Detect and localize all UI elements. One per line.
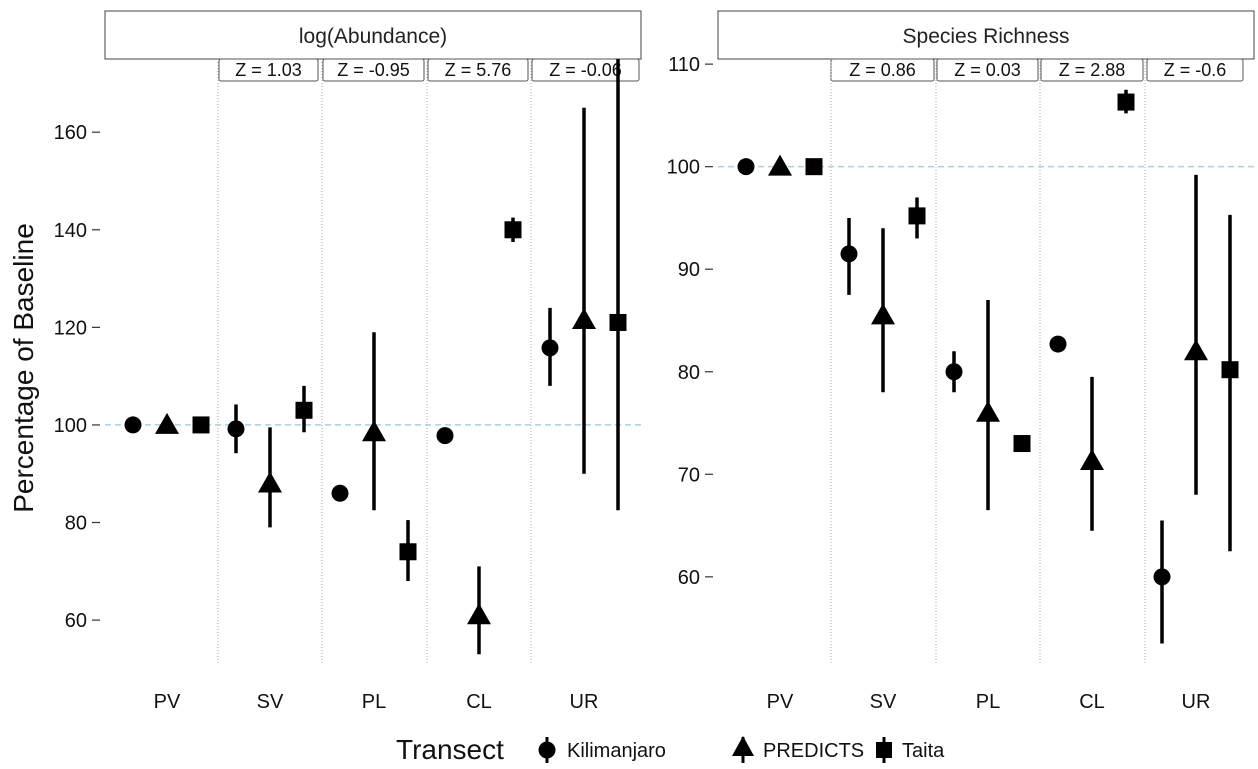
- data-point-kilimanjaro: [436, 427, 454, 445]
- panel-log-abundance: log(Abundance) Z = 1.03 Z = -0.95 Z = 5.…: [54, 10, 642, 713]
- data-point-taita: [399, 543, 417, 561]
- data-point-taita: [1013, 435, 1031, 453]
- data-point-taita: [1117, 93, 1135, 111]
- legend-key-kilimanjaro: [538, 737, 556, 763]
- y-tick-label: 90: [678, 259, 700, 281]
- data-point-kilimanjaro: [840, 245, 858, 263]
- data-point-taita: [192, 416, 210, 434]
- data-point-predicts: [155, 412, 179, 434]
- data-point-taita: [295, 401, 313, 419]
- x-tick-label: PL: [976, 691, 1000, 713]
- x-tick-label: CL: [1079, 691, 1105, 713]
- z-label: Z = 1.03: [235, 60, 302, 80]
- y-tick-label: 60: [678, 567, 700, 589]
- x-tick-label: PL: [362, 691, 386, 713]
- x-tick-label: UR: [1182, 691, 1211, 713]
- data-point-taita: [1221, 361, 1239, 379]
- data-point-kilimanjaro: [1153, 568, 1171, 586]
- y-tick-label: 70: [678, 464, 700, 486]
- legend-key-taita: [876, 737, 892, 763]
- panel-title: Species Richness: [903, 25, 1070, 48]
- data-point-kilimanjaro: [227, 420, 245, 438]
- y-tick-label: 100: [667, 157, 700, 179]
- z-label: Z = 0.03: [954, 60, 1021, 80]
- panel-strip: [104, 10, 642, 60]
- y-tick-label: 160: [54, 122, 87, 144]
- x-tick-label: UR: [570, 691, 599, 713]
- y-tick-label: 120: [54, 317, 87, 339]
- z-label: Z = 0.86: [849, 60, 916, 80]
- data-point-kilimanjaro: [737, 158, 755, 176]
- x-tick-label: PV: [767, 691, 794, 713]
- panel-title: log(Abundance): [299, 25, 447, 48]
- z-label: Z = -0.06: [549, 60, 622, 80]
- legend-title: Transect: [396, 734, 504, 765]
- z-label: Z = -0.95: [337, 60, 410, 80]
- data-point-predicts: [258, 471, 282, 493]
- data-point-kilimanjaro: [1049, 335, 1067, 353]
- y-axis-label: Percentage of Baseline: [8, 223, 39, 513]
- y-tick-label: 140: [54, 220, 87, 242]
- legend-label-kilimanjaro: Kilimanjaro: [567, 740, 666, 762]
- z-label-box: Z = 1.03: [218, 58, 319, 82]
- panel-species-richness: Species Richness Z = 0.86 Z = 0.03 Z = 2…: [667, 10, 1255, 713]
- data-point-predicts: [1080, 448, 1104, 470]
- z-label-box: Z = 2.88: [1040, 58, 1144, 82]
- y-tick-label: 60: [65, 610, 87, 632]
- data-point-predicts: [768, 154, 792, 176]
- data-point-predicts: [1184, 339, 1208, 361]
- y-tick-label: 80: [65, 513, 87, 535]
- z-label-box: Z = 0.86: [830, 58, 935, 82]
- data-point-predicts: [871, 303, 895, 325]
- y-tick-label: 80: [678, 362, 700, 384]
- circle-marker-icon: [538, 741, 556, 759]
- data-point-taita: [805, 158, 823, 176]
- legend-label-taita: Taita: [902, 740, 945, 762]
- data-point-taita: [908, 207, 926, 225]
- data-point-predicts: [572, 308, 596, 330]
- z-label-box: Z = 0.03: [936, 58, 1039, 82]
- data-point-predicts: [467, 603, 491, 625]
- x-tick-label: PV: [154, 691, 181, 713]
- data-point-kilimanjaro: [945, 363, 963, 381]
- z-label-box: Z = -0.06: [531, 58, 640, 82]
- data-point-kilimanjaro: [541, 339, 559, 357]
- x-tick-label: SV: [257, 691, 284, 713]
- z-label: Z = 5.76: [445, 60, 512, 80]
- legend: Transect Kilimanjaro PREDICTS Taita: [396, 734, 945, 765]
- legend-label-predicts: PREDICTS: [763, 740, 864, 762]
- data-point-predicts: [362, 420, 386, 442]
- z-label-box: Z = -0.6: [1146, 58, 1244, 82]
- z-label: Z = 2.88: [1059, 60, 1126, 80]
- x-tick-label: CL: [466, 691, 492, 713]
- data-point-taita: [504, 221, 522, 239]
- data-point-kilimanjaro: [331, 484, 349, 502]
- data-point-taita: [609, 313, 627, 331]
- y-tick-label: 100: [54, 415, 87, 437]
- square-marker-icon: [876, 742, 892, 758]
- triangle-marker-icon: [732, 736, 754, 756]
- z-label: Z = -0.6: [1164, 60, 1227, 80]
- z-label-box: Z = -0.95: [322, 58, 425, 82]
- y-tick-label: 110: [668, 54, 700, 76]
- legend-key-predicts: [732, 736, 754, 763]
- z-label-box: Z = 5.76: [427, 58, 529, 82]
- data-point-predicts: [976, 400, 1000, 422]
- data-point-kilimanjaro: [124, 416, 142, 434]
- x-tick-label: SV: [870, 691, 897, 713]
